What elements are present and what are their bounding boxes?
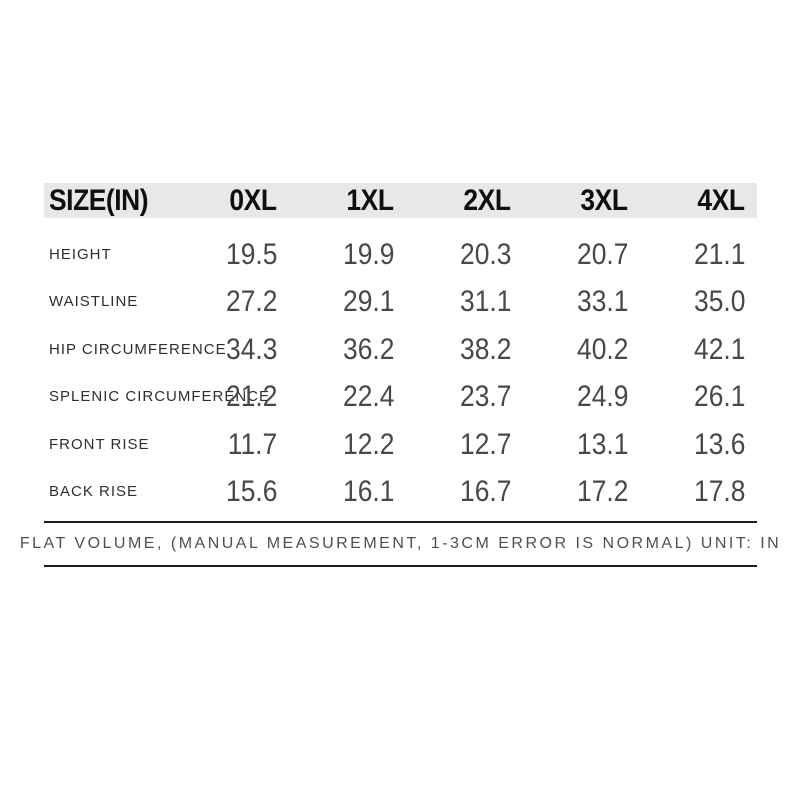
table-header-row: SIZE(IN) 0XL 1XL 2XL 3XL 4XL [44,183,757,218]
value-cell: 17.8 [640,475,757,509]
value: 29.1 [342,285,394,319]
value-cell: 21.2 [172,380,289,414]
header-cell-1xl: 1XL [289,184,406,218]
value-cell: 20.7 [523,238,640,272]
header-label: 4XL [697,183,746,217]
value: 26.1 [693,380,745,414]
value-cell: 40.2 [523,333,640,367]
value: 35.0 [693,285,745,319]
table-row-front-rise: FRONT RISE 11.7 12.2 12.7 13.1 13.6 [44,421,757,469]
header-label: SIZE(IN) [49,183,149,217]
table-row-back-rise: BACK RISE 15.6 16.1 16.7 17.2 17.8 [44,469,757,517]
value-cell: 22.4 [289,380,406,414]
value: 22.4 [342,380,394,414]
row-label-cell: HEIGHT [44,246,172,264]
value-cell: 16.7 [406,475,523,509]
header-label: 0XL [229,183,278,217]
value: 20.3 [459,237,511,271]
row-label: HEIGHT [49,245,112,263]
value-cell: 33.1 [523,285,640,319]
header-cell-size: SIZE(IN) [44,184,172,218]
value-cell: 23.7 [406,380,523,414]
table-row-height: HEIGHT 19.5 19.9 20.3 20.7 21.1 [44,231,757,279]
value-cell: 19.5 [172,238,289,272]
value: 17.2 [576,475,628,509]
table-row-waistline: WAISTLINE 27.2 29.1 31.1 33.1 35.0 [44,279,757,327]
value: 19.5 [225,237,277,271]
value-cell: 38.2 [406,333,523,367]
row-label: WAISTLINE [49,293,139,311]
value: 12.7 [459,427,511,461]
table-body: HEIGHT 19.5 19.9 20.3 20.7 21.1 WAISTLIN… [44,231,757,516]
value: 34.3 [225,332,277,366]
value: 42.1 [693,332,745,366]
footer: FLAT VOLUME, (MANUAL MEASUREMENT, 1-3CM … [20,521,779,567]
header-cell-3xl: 3XL [523,184,640,218]
value: 21.1 [693,237,745,271]
value: 40.2 [576,332,628,366]
row-label: FRONT RISE [49,435,150,453]
value-cell: 13.1 [523,428,640,462]
value: 13.6 [693,427,745,461]
value-cell: 27.2 [172,285,289,319]
value-cell: 16.1 [289,475,406,509]
value: 17.8 [693,475,745,509]
value: 27.2 [225,285,277,319]
value-cell: 20.3 [406,238,523,272]
value: 19.9 [342,237,394,271]
row-label: BACK RISE [49,483,139,501]
value: 21.2 [225,380,277,414]
value: 16.7 [459,475,511,509]
value-cell: 35.0 [640,285,757,319]
value-cell: 17.2 [523,475,640,509]
value: 33.1 [576,285,628,319]
header-cell-0xl: 0XL [172,184,289,218]
row-label-cell: FRONT RISE [44,436,172,454]
value-cell: 42.1 [640,333,757,367]
value-cell: 34.3 [172,333,289,367]
header-label: 1XL [346,183,395,217]
value-cell: 13.6 [640,428,757,462]
table-row-hip-circumference: HIP CIRCUMFERENCE 34.3 36.2 38.2 40.2 42… [44,326,757,374]
value-cell: 19.9 [289,238,406,272]
value-cell: 11.7 [172,428,289,462]
size-chart-table: SIZE(IN) 0XL 1XL 2XL 3XL 4XL HEIGHT 19.5… [20,183,779,567]
row-label-cell: BACK RISE [44,483,172,501]
value: 23.7 [459,380,511,414]
value: 36.2 [342,332,394,366]
header-cell-4xl: 4XL [640,184,757,218]
value: 13.1 [576,427,628,461]
row-label-cell: HIP CIRCUMFERENCE [44,341,226,359]
row-label-cell: SPLENIC CIRCUMFERENCE [44,388,269,406]
value: 11.7 [227,427,277,461]
header-label: 2XL [463,183,512,217]
value: 12.2 [342,427,394,461]
value: 38.2 [459,332,511,366]
value-cell: 26.1 [640,380,757,414]
value: 15.6 [225,475,277,509]
footer-note: FLAT VOLUME, (MANUAL MEASUREMENT, 1-3CM … [19,535,782,552]
row-label: SPLENIC CIRCUMFERENCE [49,388,271,406]
row-label: HIP CIRCUMFERENCE [49,340,227,358]
value-cell: 21.1 [640,238,757,272]
value-cell: 31.1 [406,285,523,319]
value-cell: 12.2 [289,428,406,462]
value-cell: 12.7 [406,428,523,462]
value: 16.1 [342,475,394,509]
value-cell: 29.1 [289,285,406,319]
value-cell: 36.2 [289,333,406,367]
value-cell: 15.6 [172,475,289,509]
header-label: 3XL [580,183,629,217]
value: 31.1 [459,285,511,319]
value: 24.9 [576,380,628,414]
value: 20.7 [576,237,628,271]
header-cell-2xl: 2XL [406,184,523,218]
row-label-cell: WAISTLINE [44,293,172,311]
value-cell: 24.9 [523,380,640,414]
table-row-splenic-circumference: SPLENIC CIRCUMFERENCE 21.2 22.4 23.7 24.… [44,374,757,422]
